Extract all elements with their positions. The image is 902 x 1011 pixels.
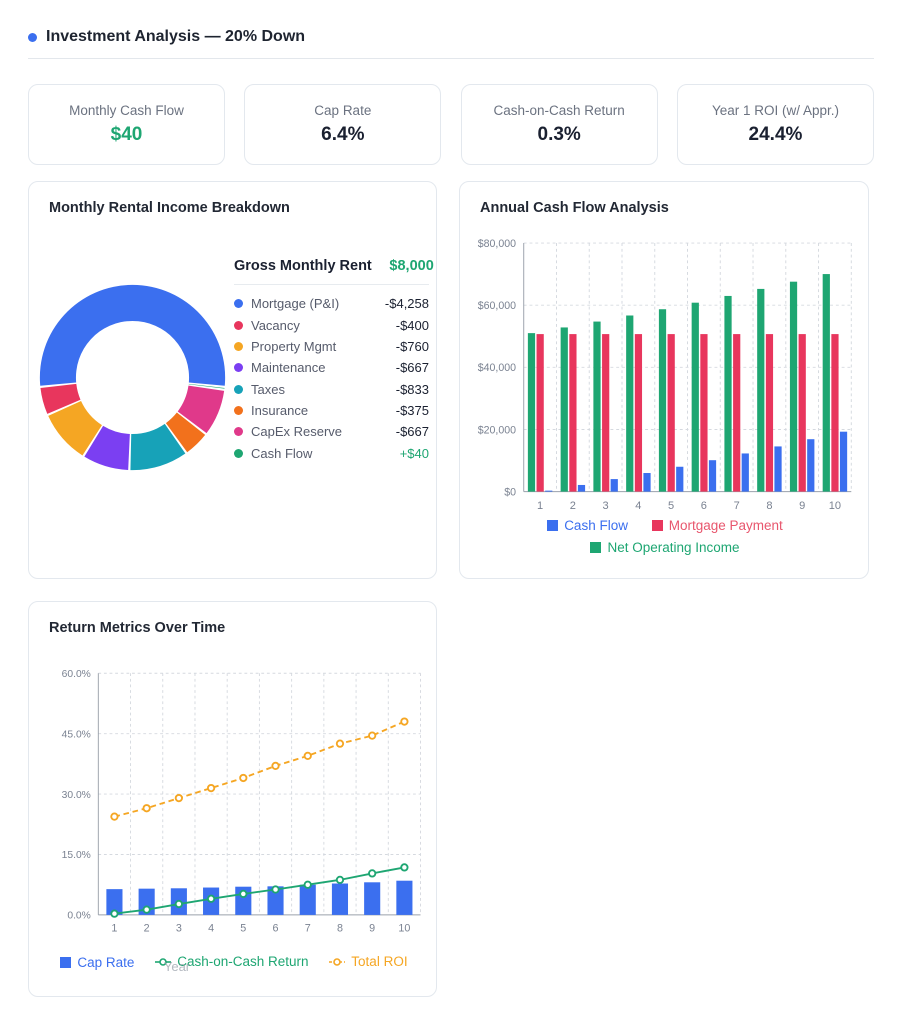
svg-text:$40,000: $40,000	[478, 362, 516, 374]
svg-text:4: 4	[635, 500, 641, 512]
svg-text:5: 5	[240, 923, 246, 935]
svg-text:5: 5	[668, 500, 674, 512]
svg-text:30.0%: 30.0%	[62, 790, 91, 801]
svg-text:8: 8	[766, 500, 772, 512]
svg-text:45.0%: 45.0%	[62, 729, 91, 740]
svg-text:10: 10	[398, 923, 410, 935]
svg-text:2: 2	[570, 500, 576, 512]
svg-text:$0: $0	[504, 486, 516, 498]
svg-text:2: 2	[144, 923, 150, 935]
svg-text:3: 3	[176, 923, 182, 935]
svg-text:$20,000: $20,000	[478, 424, 516, 436]
svg-text:1: 1	[111, 923, 117, 935]
svg-text:1: 1	[537, 500, 543, 512]
svg-text:60.0%: 60.0%	[62, 669, 91, 680]
svg-text:4: 4	[208, 923, 214, 935]
svg-text:10: 10	[829, 500, 841, 512]
svg-text:$80,000: $80,000	[478, 238, 516, 250]
svg-text:6: 6	[701, 500, 707, 512]
svg-text:8: 8	[337, 923, 343, 935]
svg-text:7: 7	[305, 923, 311, 935]
svg-text:6: 6	[273, 923, 279, 935]
svg-text:3: 3	[603, 500, 609, 512]
svg-text:15.0%: 15.0%	[62, 850, 91, 861]
svg-text:7: 7	[734, 500, 740, 512]
svg-text:0.0%: 0.0%	[67, 911, 90, 922]
svg-text:9: 9	[369, 923, 375, 935]
svg-text:9: 9	[799, 500, 805, 512]
svg-text:$60,000: $60,000	[478, 300, 516, 312]
